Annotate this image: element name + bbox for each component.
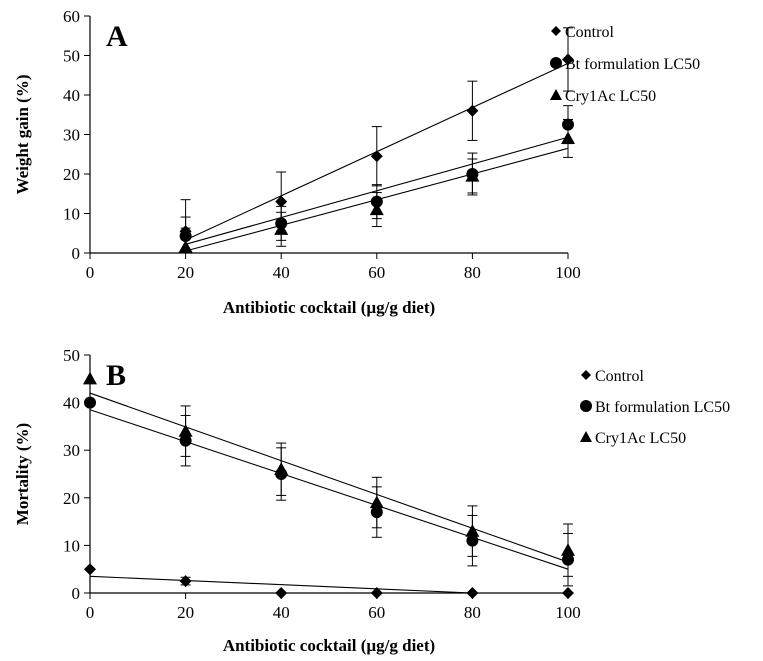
x-tick-label: 20: [177, 603, 194, 622]
legend: Control Bt formulation LC50 Cry1Ac LC50: [580, 368, 730, 447]
legend-marker-icon: [581, 370, 591, 380]
data-point-cry1ac-lc50: [83, 371, 97, 385]
legend-label: Control: [595, 368, 644, 385]
data-point-control: [466, 587, 479, 599]
x-axis-title: Antibiotic cocktail (µg/g diet): [223, 636, 435, 655]
data-point-cry1ac-lc50: [465, 168, 480, 182]
data-point-cry1ac-lc50: [561, 543, 575, 556]
data-point-bt-formulation-lc50: [84, 396, 96, 409]
data-point-cry1ac-lc50: [274, 222, 289, 235]
data-point-control: [370, 150, 383, 163]
x-tick-label: 80: [464, 263, 481, 282]
y-axis-title: Weight gain (%): [13, 75, 32, 195]
y-tick-label: 30: [63, 126, 80, 145]
legend-item-bt-formulation-lc50: Bt formulation LC50: [580, 399, 730, 416]
legend-label: Cry1Ac LC50: [595, 430, 686, 447]
legend-label: Control: [565, 24, 614, 41]
legend-item-bt-formulation-lc50: Bt formulation LC50: [550, 56, 700, 73]
data-point-cry1ac-lc50: [369, 495, 384, 509]
data-point-control: [562, 587, 574, 599]
series-cry1ac-lc50: [83, 371, 575, 577]
x-tick-label: 100: [555, 263, 581, 282]
legend-label: Bt formulation LC50: [595, 399, 730, 416]
y-tick-label: 50: [63, 346, 80, 365]
data-point-control: [370, 587, 383, 599]
x-tick-label: 0: [86, 263, 95, 282]
data-point-cry1ac-lc50: [465, 524, 480, 537]
x-tick-label: 60: [368, 603, 385, 622]
y-tick-label: 0: [72, 244, 81, 263]
legend-item-control: Control: [551, 24, 614, 41]
panel-a-weight-gain-chart: 0 10 20 30 40 50 60 0 20 40 60 80 100 Antibiotic cock…: [13, 7, 700, 317]
legend-marker-icon: [550, 57, 562, 69]
x-tick-label: 0: [86, 603, 95, 622]
data-point-cry1ac-lc50: [178, 424, 193, 437]
y-axis-title: Mortality (%): [13, 423, 32, 525]
legend-marker-icon: [580, 400, 592, 412]
panel-letter: B: [106, 359, 126, 392]
legend-marker-icon: [551, 26, 561, 36]
legend-item-cry1ac-lc50: Cry1Ac LC50: [550, 88, 656, 105]
data-point-control: [562, 53, 574, 66]
legend-item-control: Control: [581, 368, 644, 385]
data-point-control: [466, 104, 479, 117]
y-tick-label: 20: [63, 165, 80, 184]
series-control: [84, 563, 574, 599]
data-point-control: [84, 563, 96, 576]
legend-marker-icon: [580, 431, 592, 442]
trendline-cry1ac-lc50: [89, 392, 569, 563]
x-tick-label: 80: [464, 603, 481, 622]
series-bt-formulation-lc50: [84, 396, 574, 587]
y-tick-label: 0: [72, 584, 81, 603]
data-point-cry1ac-lc50: [561, 131, 575, 145]
y-tick-label: 30: [63, 441, 80, 460]
data-point-cry1ac-lc50: [178, 240, 193, 253]
x-tick-label: 20: [177, 263, 194, 282]
data-point-cry1ac-lc50: [369, 202, 384, 216]
data-point-control: [179, 575, 192, 588]
trendline-control: [89, 575, 473, 594]
legend-label: Bt formulation LC50: [565, 56, 700, 73]
legend-label: Cry1Ac LC50: [565, 88, 656, 105]
x-tick-label: 60: [368, 263, 385, 282]
trendline-bt-formulation-lc50: [89, 409, 569, 570]
y-tick-label: 50: [63, 47, 80, 66]
data-point-control: [275, 587, 288, 599]
y-tick-label: 20: [63, 489, 80, 508]
y-tick-label: 40: [63, 86, 80, 105]
x-tick-label: 100: [555, 603, 581, 622]
x-axis-title: Antibiotic cocktail (µg/g diet): [223, 298, 435, 317]
legend-marker-icon: [550, 89, 562, 100]
y-tick-label: 40: [63, 394, 80, 413]
series-cry1ac-lc50: [178, 118, 575, 254]
x-tick-label: 40: [273, 603, 290, 622]
y-tick-label: 10: [63, 536, 80, 555]
data-point-control: [275, 195, 288, 208]
legend: Control Bt formulation LC50 Cry1Ac LC50: [550, 24, 700, 105]
panel-letter: A: [106, 20, 128, 53]
x-tick-label: 40: [273, 263, 290, 282]
data-point-cry1ac-lc50: [274, 462, 289, 475]
y-tick-label: 10: [63, 205, 80, 224]
y-tick-label: 60: [63, 7, 80, 26]
panel-b-mortality-chart: 0 10 20 30 40 50 0 20 40 60 80 100 Antibiotic cockta…: [13, 346, 730, 655]
legend-item-cry1ac-lc50: Cry1Ac LC50: [580, 430, 686, 447]
